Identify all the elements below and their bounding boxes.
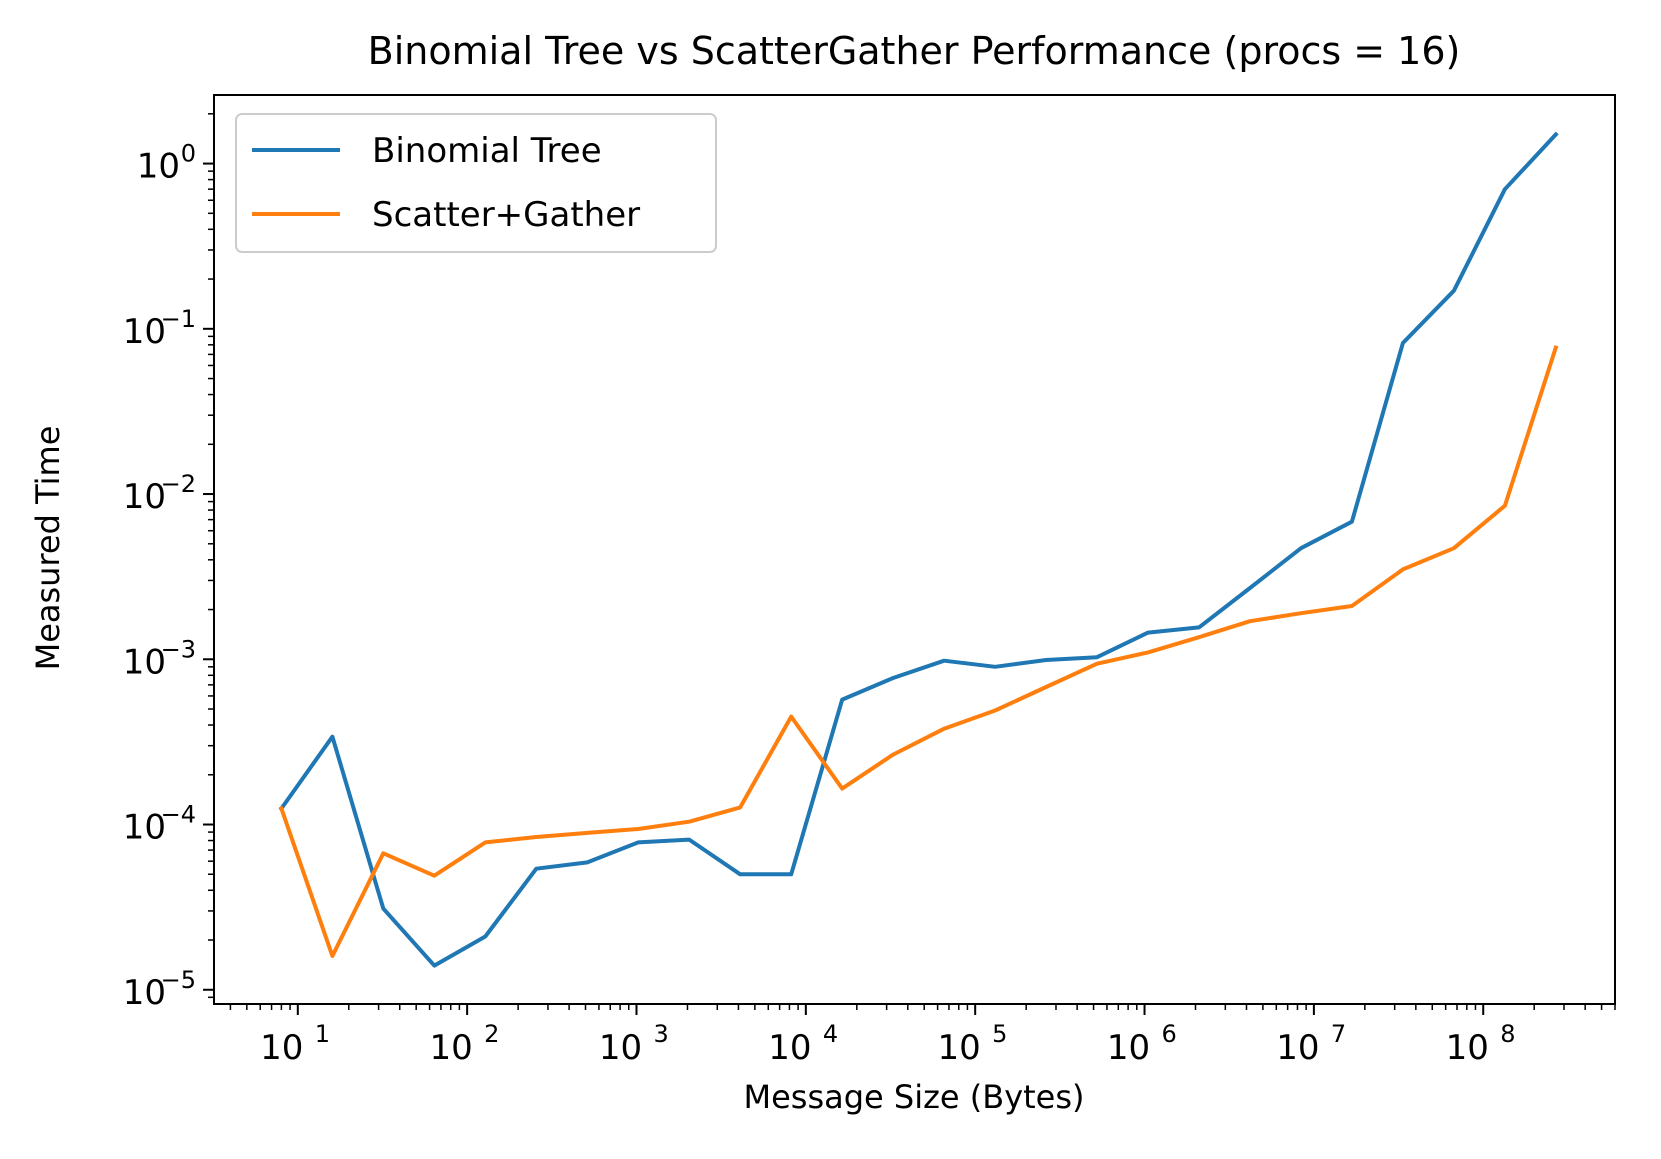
x-tick-exponent: 4	[823, 1020, 838, 1048]
x-tick-exponent: 3	[653, 1020, 668, 1048]
y-tick-exponent: −2	[161, 470, 196, 498]
x-tick-label: 10	[768, 1028, 811, 1068]
x-tick-label: 10	[938, 1028, 981, 1068]
x-axis-label: Message Size (Bytes)	[743, 1078, 1084, 1116]
series-lines	[278, 131, 1559, 968]
chart-title: Binomial Tree vs ScatterGather Performan…	[368, 29, 1461, 73]
y-tick-label: 10	[123, 312, 166, 352]
y-tick-exponent: −4	[161, 801, 196, 829]
x-tick-exponent: 6	[1162, 1020, 1177, 1048]
y-tick-exponent: 0	[181, 140, 196, 168]
y-tick-label: 10	[123, 477, 166, 517]
x-tick-exponent: 8	[1500, 1020, 1515, 1048]
x-tick-label: 10	[1446, 1028, 1489, 1068]
y-tick-label: 10	[123, 973, 166, 1013]
x-tick-exponent: 1	[315, 1020, 330, 1048]
plot-frame	[213, 94, 1616, 1005]
x-tick-label: 10	[260, 1028, 303, 1068]
y-tick-label: 10	[123, 808, 166, 848]
series-line-1	[278, 131, 1559, 968]
y-tick-label: 10	[123, 642, 166, 682]
x-tick-label: 10	[599, 1028, 642, 1068]
x-tick-exponent: 5	[992, 1020, 1007, 1048]
x-tick-label: 10	[1107, 1028, 1150, 1068]
x-tick-label: 10	[430, 1028, 473, 1068]
x-tick-label: 10	[1276, 1028, 1319, 1068]
y-tick-exponent: −1	[161, 305, 196, 333]
x-tick-exponent: 2	[484, 1020, 499, 1048]
y-tick-exponent: −3	[161, 635, 196, 663]
legend-label-2: Scatter+Gather	[372, 195, 640, 235]
y-tick-exponent: −5	[161, 966, 196, 994]
legend: Binomial Tree Scatter+Gather	[235, 113, 717, 253]
series-line-2	[278, 345, 1559, 958]
legend-label-1: Binomial Tree	[372, 131, 602, 171]
x-tick-exponent: 7	[1331, 1020, 1346, 1048]
y-axis-label: Measured Time	[29, 426, 67, 671]
y-tick-label: 10	[137, 147, 180, 187]
x-axis-ticks: 10 1 10 2 10 3 10 4 10 5 10 6 10 7 10 8	[260, 1004, 1516, 1068]
legend-box	[235, 113, 717, 253]
